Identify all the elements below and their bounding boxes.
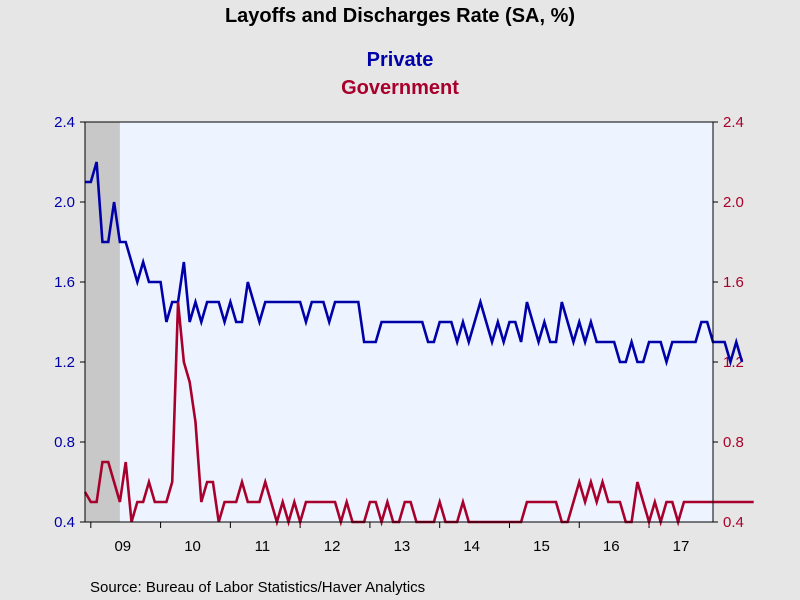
right-axis-tick-label: 0.4 — [723, 514, 744, 531]
series-line-private — [85, 161, 744, 367]
right-axis-tick-label: 2.4 — [723, 114, 744, 131]
legend-government: Government — [341, 77, 459, 99]
plot-frame — [84, 121, 714, 523]
left-axis-tick-label: 1.6 — [54, 274, 75, 291]
x-axis-tick-label: 11 — [255, 538, 271, 555]
left-axis-tick-label: 0.8 — [54, 434, 75, 451]
source-note: Source: Bureau of Labor Statistics/Haver… — [90, 579, 425, 596]
recession-shading — [85, 122, 120, 522]
x-axis-tick-label: 17 — [673, 538, 690, 555]
right-axis-tick-label: 0.8 — [723, 434, 744, 451]
x-axis-tick-label: 16 — [603, 538, 620, 555]
x-axis-tick-label: 09 — [114, 538, 131, 555]
left-axis-tick-label: 2.4 — [54, 114, 75, 131]
right-axis-tick-label: 1.6 — [723, 274, 744, 291]
left-axis-tick-label: 0.4 — [54, 514, 75, 531]
x-axis-tick-label: 15 — [533, 538, 550, 555]
x-axis-tick-label: 14 — [463, 538, 480, 555]
chart-title: Layoffs and Discharges Rate (SA, %) — [225, 5, 575, 27]
left-axis-tick-label: 1.2 — [54, 354, 75, 371]
x-axis-tick-label: 10 — [184, 538, 201, 555]
x-axis-tick-label: 13 — [394, 538, 411, 555]
left-axis-tick-label: 2.0 — [54, 194, 75, 211]
right-axis-tick-label: 2.0 — [723, 194, 744, 211]
x-axis-tick-label: 12 — [324, 538, 341, 555]
chart-marks: 0.40.81.21.62.02.40.40.81.21.62.02.409 10… — [54, 114, 754, 555]
legend-private: Private — [367, 49, 434, 71]
